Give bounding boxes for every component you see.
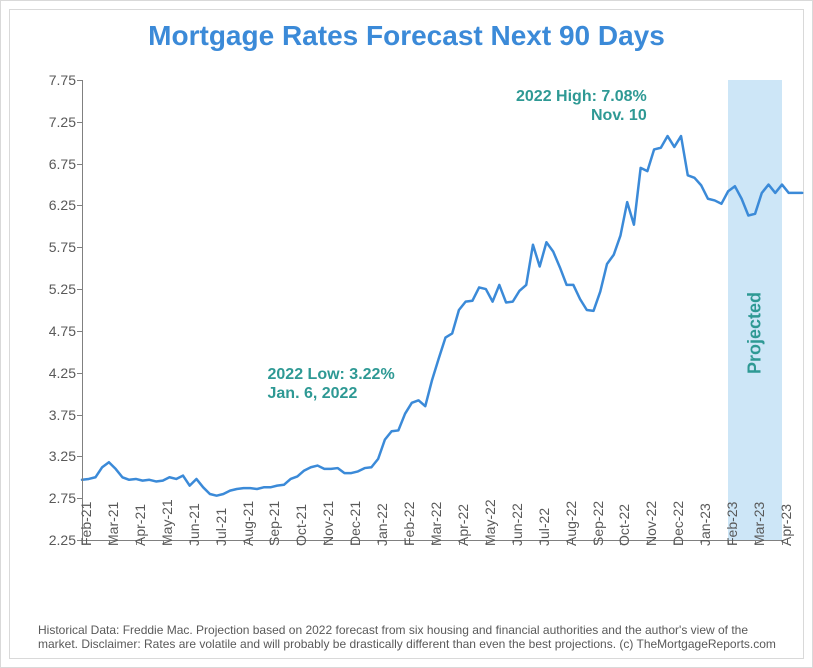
x-tick-label: Jun-22 bbox=[509, 503, 525, 546]
x-tick-label: May-21 bbox=[159, 499, 175, 546]
y-tick-label: 6.25 bbox=[49, 197, 82, 213]
x-tick-label: Oct-21 bbox=[293, 504, 309, 546]
annotation-low-line1: 2022 Low: 3.22% bbox=[268, 365, 395, 384]
annotation-low-line2: Jan. 6, 2022 bbox=[268, 384, 395, 403]
x-tick-label: Jul-21 bbox=[213, 508, 229, 546]
y-tick-label: 3.25 bbox=[49, 448, 82, 464]
x-tick-label: Jan-22 bbox=[374, 503, 390, 546]
plot-area: Projected 2022 High: 7.08% Nov. 10 2022 … bbox=[82, 80, 782, 540]
y-tick-label: 5.75 bbox=[49, 239, 82, 255]
annotation-high-line1: 2022 High: 7.08% bbox=[516, 87, 647, 106]
chart-title: Mortgage Rates Forecast Next 90 Days bbox=[10, 10, 803, 52]
x-tick-label: Feb-21 bbox=[78, 502, 94, 546]
footnote: Historical Data: Freddie Mac. Projection… bbox=[38, 624, 783, 652]
annotation-high: 2022 High: 7.08% Nov. 10 bbox=[516, 87, 647, 125]
x-tick-label: Jan-23 bbox=[697, 503, 713, 546]
x-tick-label: Mar-21 bbox=[105, 502, 121, 546]
x-tick-label: Feb-23 bbox=[724, 502, 740, 546]
x-tick-label: May-22 bbox=[482, 499, 498, 546]
chart-inner: Mortgage Rates Forecast Next 90 Days Pro… bbox=[9, 9, 804, 659]
x-tick-label: Nov-22 bbox=[643, 501, 659, 546]
rate-line bbox=[82, 80, 782, 540]
x-tick-label: Mar-22 bbox=[428, 502, 444, 546]
x-tick-label: Jul-22 bbox=[536, 508, 552, 546]
y-tick-label: 7.25 bbox=[49, 114, 82, 130]
y-tick-label: 2.25 bbox=[49, 532, 82, 548]
x-tick-label: Jun-21 bbox=[186, 503, 202, 546]
x-tick-label: Oct-22 bbox=[616, 504, 632, 546]
x-tick-label: Apr-21 bbox=[132, 504, 148, 546]
x-tick-label: Dec-21 bbox=[347, 501, 363, 546]
y-axis-line bbox=[82, 80, 83, 540]
x-tick-label: Aug-22 bbox=[563, 501, 579, 546]
x-tick-label: Sep-21 bbox=[266, 501, 282, 546]
x-tick-label: Dec-22 bbox=[670, 501, 686, 546]
x-tick-label: Aug-21 bbox=[240, 501, 256, 546]
x-tick-label: Mar-23 bbox=[751, 502, 767, 546]
y-tick-label: 4.25 bbox=[49, 365, 82, 381]
y-tick-label: 5.25 bbox=[49, 281, 82, 297]
chart-frame: Mortgage Rates Forecast Next 90 Days Pro… bbox=[0, 0, 813, 668]
annotation-high-line2: Nov. 10 bbox=[516, 106, 647, 125]
x-tick-label: Sep-22 bbox=[590, 501, 606, 546]
x-tick-label: Feb-22 bbox=[401, 502, 417, 546]
x-tick-label: Apr-23 bbox=[778, 504, 794, 546]
y-tick-label: 2.75 bbox=[49, 490, 82, 506]
y-tick-label: 4.75 bbox=[49, 323, 82, 339]
y-tick-label: 6.75 bbox=[49, 156, 82, 172]
y-tick-label: 3.75 bbox=[49, 407, 82, 423]
x-tick-label: Nov-21 bbox=[320, 501, 336, 546]
x-tick-label: Apr-22 bbox=[455, 504, 471, 546]
annotation-low: 2022 Low: 3.22% Jan. 6, 2022 bbox=[268, 365, 395, 403]
y-tick-label: 7.75 bbox=[49, 72, 82, 88]
